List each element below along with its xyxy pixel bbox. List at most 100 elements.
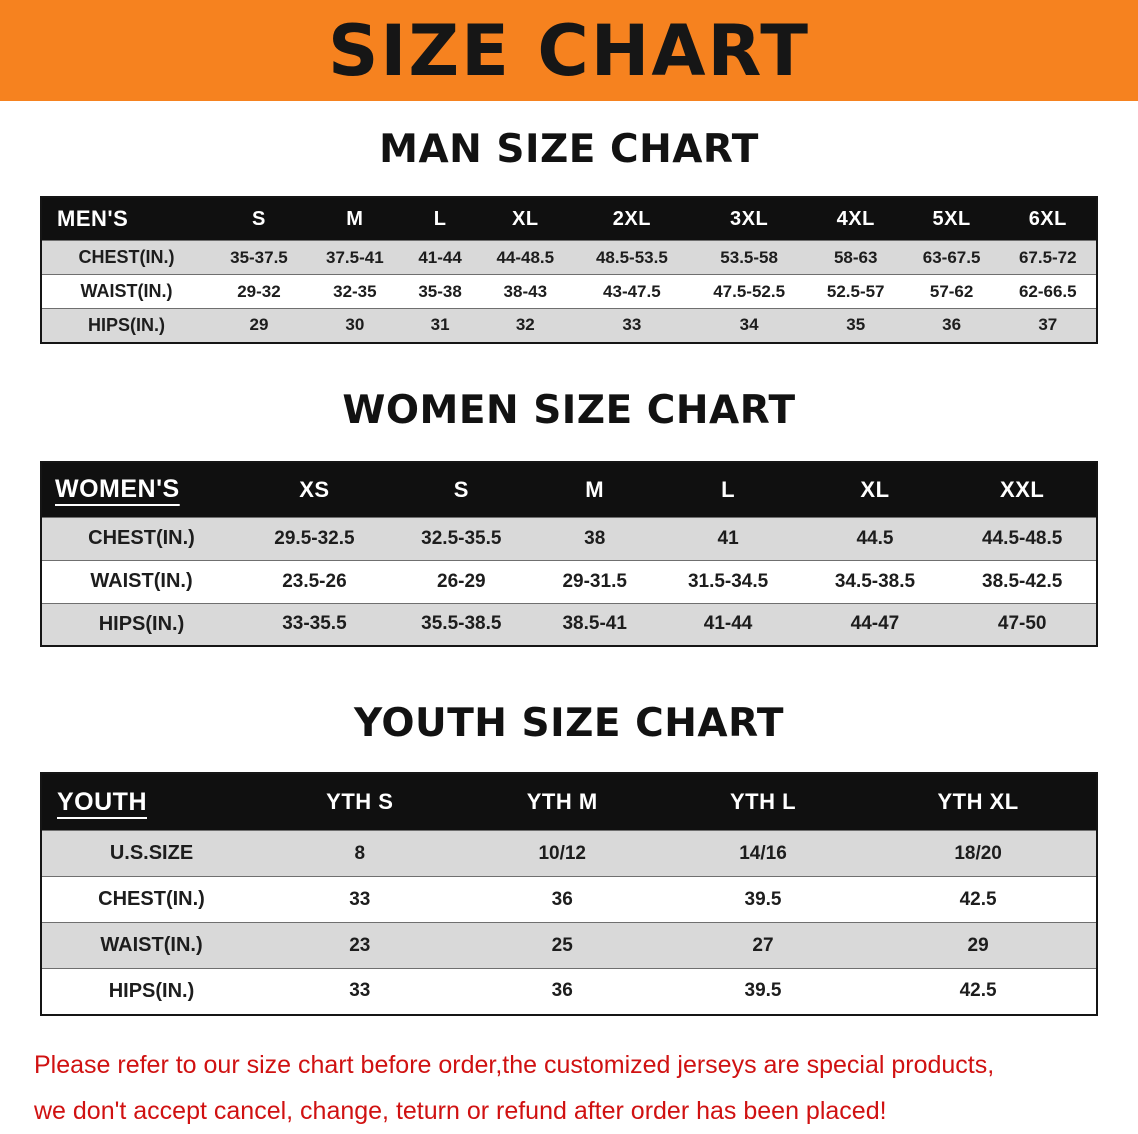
column-header: L [655,462,802,518]
youth-header-row: YOUTH YTH S YTH M YTH L YTH XL [41,773,1097,831]
size-value: 62-66.5 [1000,275,1097,309]
row-label: WAIST(IN.) [41,560,241,603]
banner: SIZE CHART [0,0,1138,101]
size-value: 29-32 [211,275,307,309]
size-value: 38 [535,517,655,560]
size-value: 34 [691,309,808,343]
size-value: 44.5-48.5 [948,517,1097,560]
size-value: 41 [655,517,802,560]
column-header: XL [477,197,573,241]
size-value: 63-67.5 [904,241,1000,275]
size-value: 35.5-38.5 [388,603,535,646]
row-label: WAIST(IN.) [41,275,211,309]
size-value: 32-35 [307,275,403,309]
men-size-table: MEN'S S M L XL 2XL 3XL 4XL 5XL 6XL CHEST [40,196,1098,344]
men-header-row: MEN'S S M L XL 2XL 3XL 4XL 5XL 6XL [41,197,1097,241]
table-row: HIPS(IN.) 29 30 31 32 33 34 35 36 37 [41,309,1097,343]
size-value: 18/20 [860,831,1097,877]
size-value: 38.5-41 [535,603,655,646]
size-value: 43-47.5 [573,275,690,309]
size-value: 31.5-34.5 [655,560,802,603]
size-value: 27 [666,923,860,969]
column-header: 4XL [808,197,904,241]
size-value: 35 [808,309,904,343]
size-value: 29 [211,309,307,343]
column-header: YTH L [666,773,860,831]
row-label: HIPS(IN.) [41,603,241,646]
size-value: 34.5-38.5 [802,560,949,603]
table-row: WAIST(IN.) 23.5-26 26-29 29-31.5 31.5-34… [41,560,1097,603]
row-label: U.S.SIZE [41,831,261,877]
size-value: 29 [860,923,1097,969]
size-value: 67.5-72 [1000,241,1097,275]
table-row: WAIST(IN.) 23 25 27 29 [41,923,1097,969]
women-table-label: WOMEN'S [41,462,241,518]
column-header: 6XL [1000,197,1097,241]
size-value: 37 [1000,309,1097,343]
table-row: U.S.SIZE 8 10/12 14/16 18/20 [41,831,1097,877]
size-value: 29.5-32.5 [241,517,388,560]
size-value: 32 [477,309,573,343]
size-value: 42.5 [860,969,1097,1015]
column-header: YTH S [261,773,459,831]
size-value: 33-35.5 [241,603,388,646]
size-value: 57-62 [904,275,1000,309]
size-value: 44-47 [802,603,949,646]
size-value: 36 [459,877,666,923]
size-value: 44-48.5 [477,241,573,275]
size-value: 31 [403,309,478,343]
size-value: 36 [904,309,1000,343]
size-value: 53.5-58 [691,241,808,275]
column-header: YTH M [459,773,666,831]
men-section: MAN SIZE CHART MEN'S S M L XL 2XL 3XL 4X… [0,127,1138,344]
size-value: 44.5 [802,517,949,560]
row-label: CHEST(IN.) [41,877,261,923]
size-value: 25 [459,923,666,969]
size-value: 42.5 [860,877,1097,923]
disclaimer-line-1: Please refer to our size chart before or… [34,1042,1104,1088]
size-value: 35-38 [403,275,478,309]
women-size-table: WOMEN'S XS S M L XL XXL CHEST(IN.) 29.5-… [40,461,1098,648]
size-value: 33 [573,309,690,343]
row-label: CHEST(IN.) [41,241,211,275]
size-value: 23.5-26 [241,560,388,603]
table-row: WAIST(IN.) 29-32 32-35 35-38 38-43 43-47… [41,275,1097,309]
table-row: CHEST(IN.) 29.5-32.5 32.5-35.5 38 41 44.… [41,517,1097,560]
size-value: 37.5-41 [307,241,403,275]
size-value: 38.5-42.5 [948,560,1097,603]
size-value: 29-31.5 [535,560,655,603]
size-value: 52.5-57 [808,275,904,309]
column-header: M [535,462,655,518]
size-value: 10/12 [459,831,666,877]
table-row: CHEST(IN.) 35-37.5 37.5-41 41-44 44-48.5… [41,241,1097,275]
size-value: 41-44 [403,241,478,275]
size-value: 47.5-52.5 [691,275,808,309]
women-table-wrap: WOMEN'S XS S M L XL XXL CHEST(IN.) 29.5-… [0,461,1138,648]
youth-table-wrap: YOUTH YTH S YTH M YTH L YTH XL U.S.SIZE … [0,772,1138,1016]
size-value: 32.5-35.5 [388,517,535,560]
row-label: HIPS(IN.) [41,969,261,1015]
column-header: 3XL [691,197,808,241]
youth-table-label: YOUTH [41,773,261,831]
disclaimer-line-2: we don't accept cancel, change, teturn o… [34,1088,1104,1134]
size-value: 47-50 [948,603,1097,646]
size-value: 26-29 [388,560,535,603]
women-section: WOMEN SIZE CHART WOMEN'S XS S M L XL XXL [0,388,1138,648]
table-row: HIPS(IN.) 33 36 39.5 42.5 [41,969,1097,1015]
column-header: YTH XL [860,773,1097,831]
men-chart-heading: MAN SIZE CHART [0,127,1138,172]
column-header: XS [241,462,388,518]
youth-section: YOUTH SIZE CHART YOUTH YTH S YTH M YTH L… [0,701,1138,1016]
column-header: L [403,197,478,241]
column-header: S [211,197,307,241]
column-header: 2XL [573,197,690,241]
size-value: 8 [261,831,459,877]
youth-chart-heading: YOUTH SIZE CHART [0,701,1138,746]
table-row: CHEST(IN.) 33 36 39.5 42.5 [41,877,1097,923]
column-header: S [388,462,535,518]
size-value: 14/16 [666,831,860,877]
size-value: 39.5 [666,877,860,923]
row-label: WAIST(IN.) [41,923,261,969]
size-value: 33 [261,969,459,1015]
